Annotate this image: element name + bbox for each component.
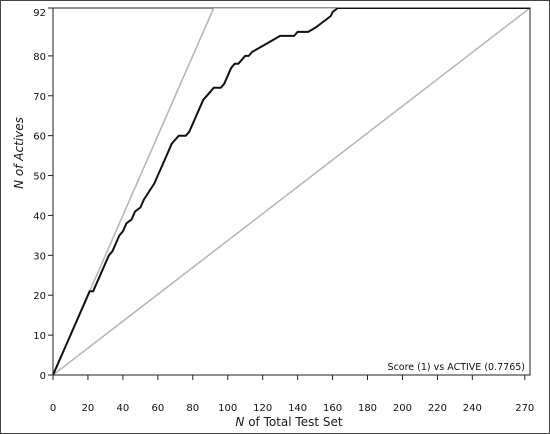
x-tick-label: 0 (50, 403, 56, 414)
y-axis-title: N of Actives (12, 117, 26, 189)
x-tick-label: 60 (151, 403, 164, 414)
x-tick-label: 20 (82, 403, 95, 414)
y-axis-title-text: of Actives (12, 117, 26, 180)
x-axis-title-variable: N (235, 415, 244, 429)
y-tick-label: 40 (33, 211, 46, 222)
y-tick-label: 20 (33, 291, 46, 302)
series-layer (53, 8, 530, 375)
y-tick-label: 0 (40, 371, 46, 382)
x-tick-label: 180 (358, 403, 377, 414)
y-tick-label: 92 (33, 8, 46, 19)
x-tick-label: 40 (117, 403, 130, 414)
score-line (53, 8, 530, 375)
y-axis-ticks: 0 10 20 30 40 50 60 70 80 92 (33, 7, 53, 382)
x-tick-label: 80 (186, 403, 199, 414)
y-tick-label: 80 (33, 52, 46, 63)
y-tick-label: 30 (33, 251, 46, 262)
x-tick-label: 220 (428, 403, 447, 414)
x-axis-ticks: 0 20 40 60 80 100 120 140 160 180 200 220 240 270 (50, 375, 534, 414)
y-tick-label: 70 (33, 92, 46, 103)
x-tick-label: 240 (463, 403, 482, 414)
y-tick-label: 60 (33, 132, 46, 143)
x-tick-label: 160 (323, 403, 342, 414)
y-tick-label: 50 (33, 172, 46, 183)
y-axis-title-variable: N (12, 180, 26, 189)
random-line (53, 8, 530, 375)
x-axis-title: N of Total Test Set (235, 415, 342, 429)
x-tick-label: 140 (288, 403, 307, 414)
x-tick-label: 100 (218, 403, 237, 414)
x-tick-label: 120 (253, 403, 272, 414)
ideal-line (53, 8, 530, 375)
chart-annotation: Score (1) vs ACTIVE (0.7765) (388, 362, 525, 373)
x-axis-title-text: of Total Test Set (244, 415, 342, 429)
y-tick-label: 10 (33, 331, 46, 342)
x-tick-label: 270 (515, 403, 534, 414)
x-tick-label: 200 (393, 403, 412, 414)
